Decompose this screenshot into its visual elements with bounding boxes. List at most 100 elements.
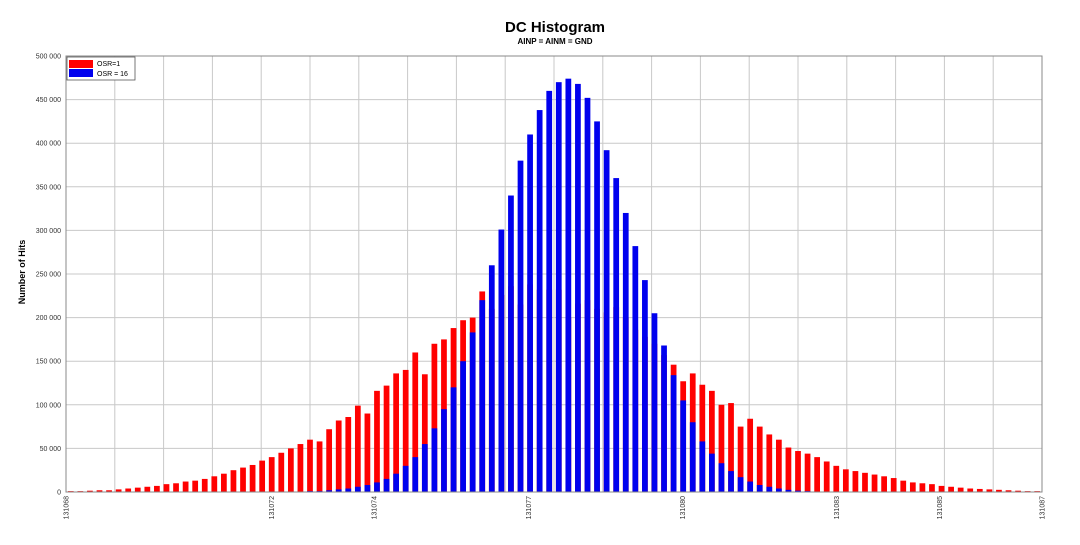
bar-osr1 <box>192 480 199 492</box>
bar-osr1 <box>326 429 333 492</box>
bar-osr1 <box>833 465 840 492</box>
bar-osr16 <box>661 345 667 492</box>
bar-osr16 <box>584 97 591 493</box>
legend-swatch-osr1 <box>69 60 93 68</box>
chart-subtitle: AINP = AINM = GND <box>517 37 592 46</box>
bar-osr16 <box>517 160 524 492</box>
legend-swatch-osr16 <box>69 69 93 77</box>
bar-osr1 <box>163 484 170 492</box>
bar-osr1 <box>211 476 218 492</box>
bar-osr1 <box>948 486 954 492</box>
bar-osr16 <box>383 478 390 492</box>
x-tick-label: 131068 <box>64 496 71 519</box>
y-tick-label: 100 000 <box>36 402 61 409</box>
bar-osr16 <box>747 481 754 492</box>
bar-osr16 <box>469 332 476 492</box>
bar-osr1 <box>728 403 734 492</box>
bar-osr1 <box>862 472 868 492</box>
bar-osr1 <box>775 439 782 492</box>
bar-osr1 <box>823 461 830 492</box>
y-axis-label: Number of Hits <box>17 240 27 305</box>
bar-osr1 <box>785 447 792 492</box>
bar-osr1 <box>374 390 380 492</box>
bar-osr1 <box>297 444 304 492</box>
bar-osr16 <box>689 422 696 492</box>
bar-osr16 <box>527 134 533 493</box>
gridlines <box>66 55 1042 492</box>
bar-osr16 <box>546 90 553 492</box>
bar-osr1 <box>967 488 974 492</box>
bar-osr1 <box>287 448 294 492</box>
bar-osr1 <box>957 487 964 492</box>
bar-osr16 <box>709 453 715 492</box>
bar-osr1 <box>795 451 801 492</box>
bar-osr1 <box>1015 490 1021 492</box>
x-tick-label: 131074 <box>372 496 379 519</box>
y-tick-labels: 0 50 000 100 000 150 000 200 000 250 000 300 0… <box>36 54 61 497</box>
bar-osr16 <box>594 121 600 493</box>
bar-osr1 <box>249 464 256 492</box>
legend-label-osr1: OSR=1 <box>97 61 120 68</box>
x-tick-label: 131080 <box>680 496 687 519</box>
y-tick-label: 400 000 <box>36 141 61 148</box>
bar-osr1 <box>804 453 811 492</box>
bar-osr1 <box>747 418 754 492</box>
bar-osr1 <box>144 486 151 492</box>
bar-osr16 <box>345 488 352 492</box>
bar-osr1 <box>230 470 237 492</box>
chart-title: DC Histogram <box>505 19 605 36</box>
bar-osr16 <box>651 313 658 492</box>
y-tick-label: 50 000 <box>40 446 62 453</box>
bar-osr1 <box>354 405 361 492</box>
bar-osr1 <box>364 413 371 492</box>
bar-osr1 <box>718 404 725 492</box>
bar-osr1 <box>881 476 887 492</box>
legend-label-osr16: OSR = 16 <box>97 71 128 78</box>
bar-osr1 <box>1005 490 1012 492</box>
bar-osr1 <box>900 480 907 492</box>
bar-osr1 <box>307 439 313 492</box>
bar-osr1 <box>737 426 744 492</box>
bar-osr16 <box>536 110 543 492</box>
bar-osr16 <box>632 246 639 492</box>
bar-osr1 <box>976 488 983 492</box>
bar-osr16 <box>565 78 572 493</box>
bar-osr16 <box>756 485 763 492</box>
bar-osr1 <box>154 485 160 492</box>
bar-osr16 <box>766 486 773 492</box>
bar-osr16 <box>431 428 438 492</box>
bar-osr1 <box>115 489 122 492</box>
bar-osr1 <box>909 482 916 492</box>
bar-osr16 <box>402 465 409 492</box>
y-tick-label: 500 000 <box>36 54 61 61</box>
bar-osr1 <box>106 490 112 492</box>
bars <box>67 78 1041 493</box>
bar-osr16 <box>555 82 562 492</box>
bar-osr16 <box>775 488 782 492</box>
bar-osr16 <box>728 471 734 492</box>
bar-osr16 <box>412 457 419 492</box>
bar-osr1 <box>986 489 993 492</box>
bar-osr1 <box>852 471 859 492</box>
bar-osr1 <box>383 385 390 492</box>
bar-osr1 <box>134 487 141 492</box>
bar-osr16 <box>508 195 514 492</box>
bar-osr1 <box>814 457 821 492</box>
bar-osr16 <box>374 482 380 492</box>
bar-osr16 <box>613 178 620 492</box>
bar-osr1 <box>182 481 189 492</box>
x-tick-label: 131085 <box>937 496 944 519</box>
bar-osr16 <box>393 473 399 492</box>
bar-osr16 <box>498 229 505 492</box>
bar-osr1 <box>871 474 878 492</box>
y-tick-label: 150 000 <box>36 359 61 366</box>
y-tick-label: 350 000 <box>36 184 61 191</box>
bar-osr1 <box>87 490 93 492</box>
bar-osr16 <box>488 265 495 492</box>
bar-osr16 <box>642 280 648 492</box>
bar-osr1 <box>938 485 945 492</box>
bar-osr1 <box>412 352 419 492</box>
bar-osr16 <box>326 490 333 492</box>
bar-osr1 <box>278 452 285 492</box>
